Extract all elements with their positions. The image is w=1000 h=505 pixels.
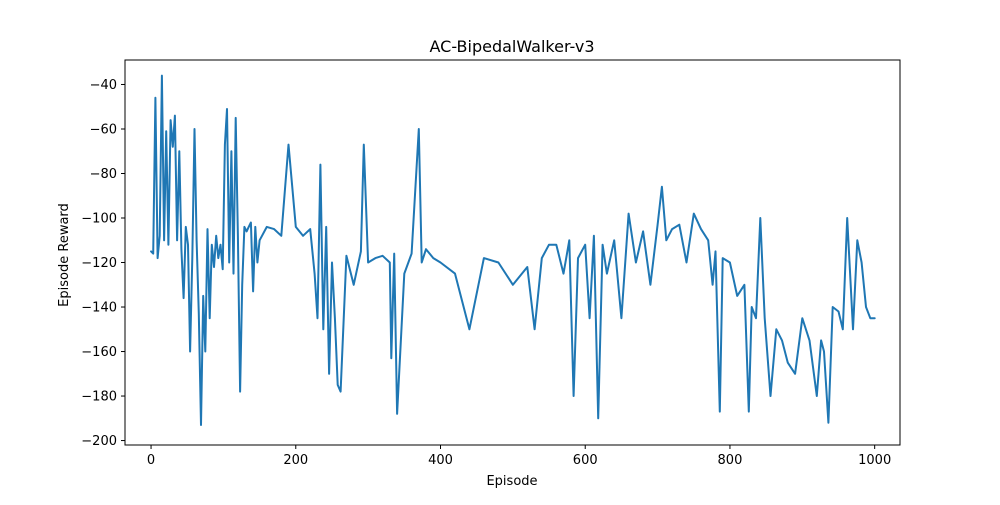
x-tick-label: 200: [283, 453, 308, 468]
x-tick-label: 0: [147, 453, 155, 468]
y-tick-label: −60: [90, 122, 117, 137]
y-tick-label: −200: [81, 434, 117, 449]
y-tick-label: −140: [81, 301, 117, 316]
y-tick-label: −100: [81, 212, 117, 227]
x-tick-label: 1000: [858, 453, 891, 468]
y-tick-label: −40: [90, 78, 117, 93]
x-tick-label: 400: [428, 453, 453, 468]
series-line-0: [150, 74, 876, 426]
y-tick-label: −160: [81, 345, 117, 360]
y-axis-label: Episode Reward: [57, 203, 72, 307]
x-tick-label: 800: [718, 453, 743, 468]
y-tick-label: −180: [81, 390, 117, 405]
axes-frame: [124, 59, 901, 446]
x-axis-label: Episode: [486, 474, 537, 489]
x-tick-label: 600: [573, 453, 598, 468]
y-tick-label: −120: [81, 256, 117, 271]
y-tick-label: −80: [90, 167, 117, 182]
chart-title: AC-BipedalWalker-v3: [430, 37, 595, 56]
plot-area: 0 200 400 600 800 1000 −200 −180 −160 −140 −120 −10…: [81, 59, 901, 468]
